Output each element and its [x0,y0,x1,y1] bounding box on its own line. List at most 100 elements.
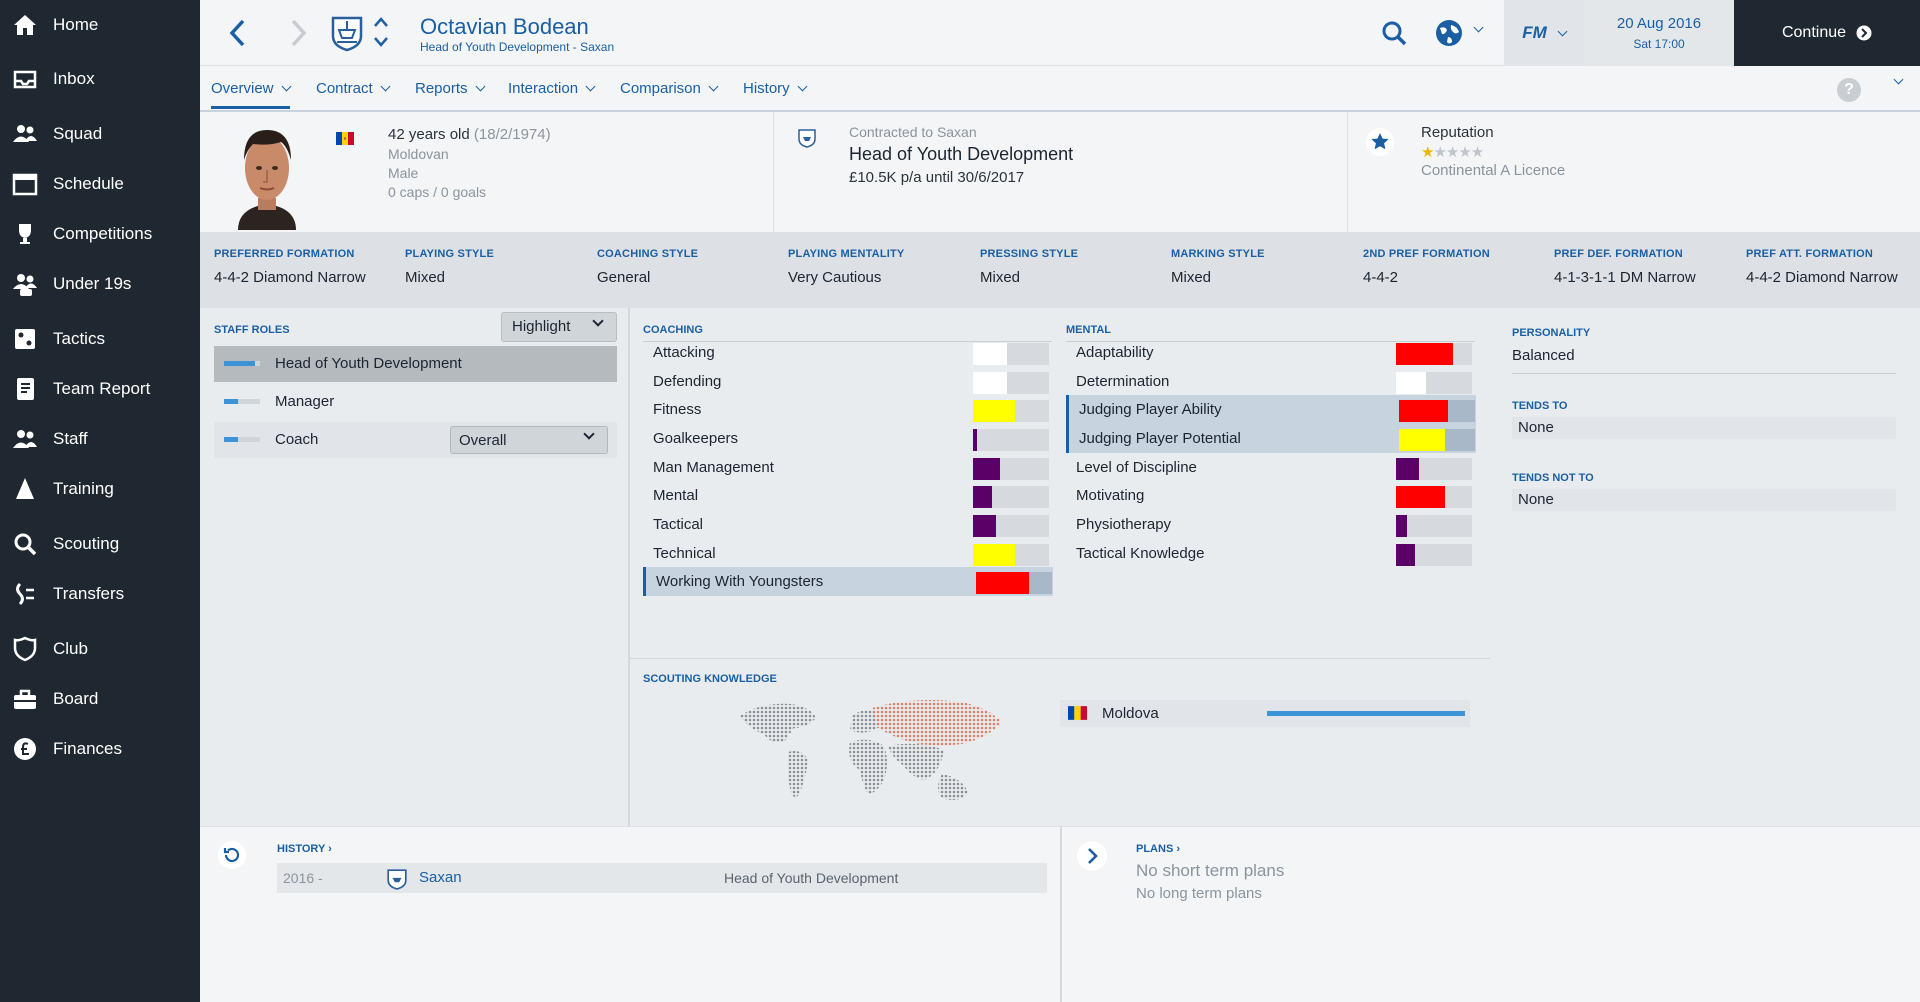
section-title: TENDS TO [1512,400,1568,412]
switch-club-icon[interactable] [372,14,390,50]
pref-value: Mixed [1171,269,1212,286]
sidebar-item-label: Board [53,689,99,708]
plans-link[interactable]: PLANS › [1136,843,1181,855]
attribute-row[interactable]: Tactical [643,510,1053,539]
attribute-bar [973,486,1049,509]
tends-not-value: None [1518,491,1554,508]
history-club[interactable]: Saxan [419,869,462,886]
sidebar-item-squad[interactable]: Squad [0,112,200,156]
attribute-row[interactable]: Judging Player Ability [1066,395,1476,425]
tab-contract[interactable]: Contract [316,80,391,97]
attribute-bar-fill [973,457,1000,480]
history-link[interactable]: HISTORY › [277,843,332,855]
chevron-down-icon[interactable] [1893,74,1904,85]
sidebar-item-schedule[interactable]: Schedule [0,162,200,206]
club-crest-icon[interactable] [330,14,364,52]
tab-label: Interaction [508,80,579,97]
attribute-label: Technical [653,544,716,562]
attribute-row[interactable]: Technical [643,539,1053,568]
top-bar: Octavian Bodean Head of Youth Developmen… [200,0,1920,66]
tends-to-box [1512,417,1896,439]
chevron-down-icon [1473,22,1484,33]
attribute-row[interactable]: Level of Discipline [1066,453,1476,482]
sidebar-item-label: Inbox [53,69,95,88]
attribute-bar-fill [973,515,996,538]
sidebar-item-team-report[interactable]: Team Report [0,367,200,411]
coach-type-dropdown[interactable]: Overall [450,426,608,454]
sidebar-item-club[interactable]: Club [0,627,200,671]
attribute-row[interactable]: Adaptability [1066,338,1476,367]
sidebar-item-board[interactable]: Board [0,677,200,721]
section-title: PERSONALITY [1512,327,1591,339]
plans-title-text: PLANS [1136,843,1174,855]
tab-interaction[interactable]: Interaction [508,80,596,97]
tab-reports[interactable]: Reports [415,80,485,97]
tab-label: Reports [415,80,468,97]
pref-formation: PREFERRED FORMATION 4-4-2 Diamond Narrow [214,248,366,286]
sidebar-item-competitions[interactable]: Competitions [0,212,200,256]
attribute-bar-fill [973,486,992,509]
attribute-row[interactable]: Mental [643,481,1053,510]
fm-menu-button[interactable]: FM [1504,0,1584,66]
sidebar-item-finances[interactable]: Finances [0,727,200,771]
reputation-star-icon [1366,128,1394,156]
knowledge-bar-fill [1267,711,1465,716]
sidebar-item-transfers[interactable]: Transfers [0,572,200,616]
sidebar-item-under-19s[interactable]: Under 19s [0,262,200,306]
club-crest-icon[interactable] [798,128,816,148]
sidebar-item-tactics[interactable]: Tactics [0,317,200,361]
date-of-birth: (18/2/1974) [473,126,551,143]
forward-arrow-icon[interactable] [282,18,312,48]
sidebar-item-inbox[interactable]: Inbox [0,57,200,101]
sidebar-item-home[interactable]: Home [0,3,200,47]
sidebar-item-scouting[interactable]: Scouting [0,522,200,566]
chevron-right-icon[interactable] [1077,841,1107,871]
sidebar-item-training[interactable]: Training [0,467,200,511]
tab-overview[interactable]: Overview [211,80,291,109]
job-title: Head of Youth Development [849,144,1074,164]
pref-label: PLAYING STYLE [405,248,494,260]
calendar-icon [12,173,38,196]
chevron-down-icon [475,81,485,92]
chevron-down-icon [583,428,595,440]
attribute-row[interactable]: Determination [1066,367,1476,396]
search-icon[interactable] [1380,19,1408,47]
attribute-bar [973,543,1049,566]
attribute-row[interactable]: Tactical Knowledge [1066,539,1476,568]
attribute-bar-fill [973,371,1008,394]
contract-panel: Contracted to Saxan Head of Youth Develo… [773,112,1348,232]
role-row[interactable]: Head of Youth Development [214,346,617,382]
sidebar-item-label: Training [53,479,114,498]
attribute-row[interactable]: Defending [643,367,1053,396]
history-row[interactable]: 2016 - Saxan Head of Youth Development [277,863,1047,893]
tab-history[interactable]: History [743,80,808,97]
attribute-row[interactable]: Goalkeepers [643,424,1053,453]
attribute-row[interactable]: Judging Player Potential [1066,424,1476,453]
club-icon [13,636,37,662]
continue-button[interactable]: Continue [1734,0,1920,66]
attribute-row[interactable]: Man Management [643,453,1053,482]
sidebar-item-label: Tactics [53,329,105,348]
role-row[interactable]: Manager [214,384,617,420]
tab-comparison[interactable]: Comparison [620,80,719,97]
reputation-label: Reputation [1421,124,1494,141]
highlight-dropdown[interactable]: Highlight [501,312,617,342]
back-arrow-icon[interactable] [224,18,254,48]
role-bar [224,361,260,366]
role-bar [224,437,260,442]
attribute-row[interactable]: Attacking [643,338,1053,367]
scouting-country-row[interactable]: Moldova [1060,700,1470,727]
attribute-row[interactable]: Fitness [643,395,1053,424]
role-label: Coach [275,431,319,448]
attribute-bar [1396,543,1472,566]
sidebar-item-staff[interactable]: Staff [0,417,200,461]
attribute-row[interactable]: Working With Youngsters [643,567,1053,597]
page-subtitle: Head of Youth Development - Saxan [420,40,615,54]
help-icon[interactable]: ? [1837,78,1861,102]
role-row[interactable]: Coach Overall [214,422,617,458]
moldova-flag-icon [1068,706,1087,720]
history-icon[interactable] [218,841,246,869]
globe-menu-button[interactable] [1434,18,1484,48]
attribute-row[interactable]: Physiotherapy [1066,510,1476,539]
attribute-row[interactable]: Motivating [1066,481,1476,510]
